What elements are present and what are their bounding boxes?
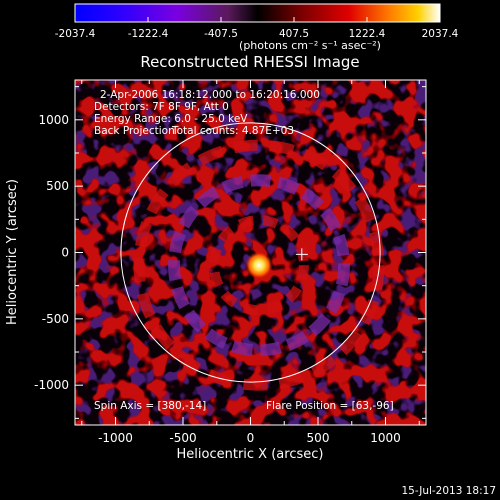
flare-hot-spot	[245, 251, 274, 280]
emission-ring	[168, 174, 351, 357]
colorbar-tick-label: 2037.4	[422, 28, 459, 40]
y-tick-label: 0	[61, 246, 69, 260]
y-axis-label: Heliocentric Y (arcsec)	[5, 179, 20, 325]
emission-ring	[209, 215, 310, 316]
colorbar-tick-label: -407.5	[204, 28, 238, 40]
colorbar-gradient	[74, 3, 441, 23]
y-tick-label: 1000	[38, 113, 69, 127]
flare-position-label: Flare Position = [63,-96]	[266, 400, 394, 412]
spin-axis-label: Spin Axis = [380,-14]	[94, 400, 206, 412]
colorbar-ticks: -2037.4 -1222.4 -407.5 407.5 1222.4 2037.4	[55, 17, 459, 40]
annotations: 2-Apr-2006 16:18:12.000 to 16:20:16.000D…	[94, 89, 320, 137]
x-axis: -1000 -500 0 500 1000	[81, 80, 420, 445]
x-tick-label: 500	[307, 431, 330, 445]
colorbar-units: (photons cm⁻² s⁻¹ asec⁻²)	[239, 39, 381, 52]
colorbar-tick-label: 1222.4	[349, 28, 386, 40]
heatmap-image	[75, 80, 426, 425]
y-tick-label: 500	[46, 179, 69, 193]
colorbar-tick-label: -1222.4	[128, 28, 169, 40]
colorbar-tick-label: -2037.4	[55, 28, 96, 40]
plot-area: -1000 -500 0 500 1000 1000 500 0 -500 -1000	[34, 79, 427, 445]
y-tick-label: -500	[42, 312, 69, 326]
annotation-line: 2-Apr-2006 16:18:12.000 to 16:20:16.000	[100, 89, 320, 101]
x-tick-label: 0	[247, 431, 255, 445]
annotation-line: Back Projection	[94, 125, 175, 137]
y-axis: 1000 500 0 -500 -1000	[34, 86, 426, 419]
colorbar-tick-label: 407.5	[279, 28, 309, 40]
spin-axis-marker	[295, 248, 308, 261]
timestamp: 15-Jul-2013 18:17	[401, 485, 496, 497]
y-tick-label: -1000	[34, 378, 69, 392]
annotation-line: Energy Range: 6.0 - 25.0 keV	[94, 113, 248, 125]
annotation-line: Detectors: 7F 8F 9F, Att 0	[94, 101, 229, 113]
x-tick-label: 1000	[370, 431, 401, 445]
x-tick-label: -1000	[98, 431, 133, 445]
solar-disk-outline	[120, 122, 381, 383]
x-axis-label: Heliocentric X (arcsec)	[177, 447, 324, 462]
annotation-line: Total counts: 4.87E+03	[171, 125, 294, 137]
colorbar: -2037.4 -1222.4 -407.5 407.5 1222.4 2037.4 (p…	[55, 3, 459, 52]
chart-title: Reconstructed RHESSI Image	[140, 53, 359, 71]
x-tick-label: -500	[169, 431, 196, 445]
